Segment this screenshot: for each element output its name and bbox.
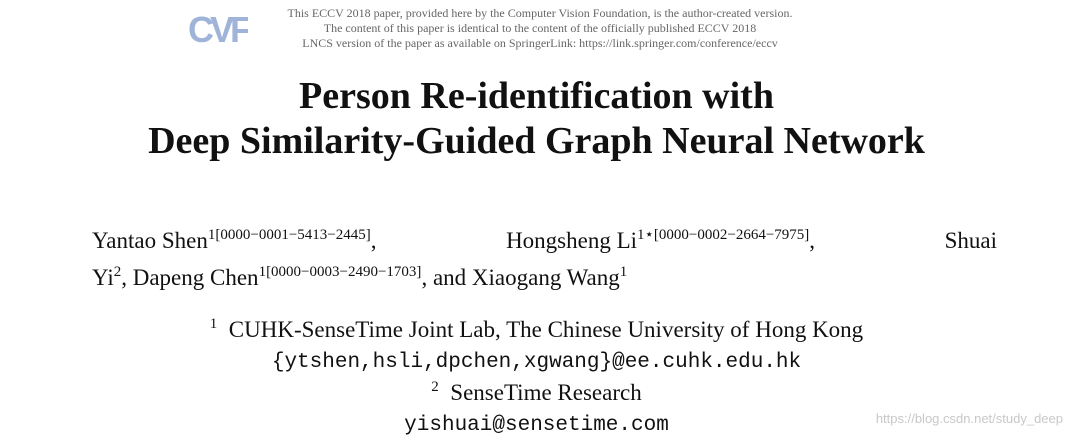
paper-title: Person Re-identification with Deep Simil… <box>0 74 1073 164</box>
affil-num: 1 <box>209 316 218 332</box>
cvf-logo: CVF <box>188 6 248 50</box>
cvf-logo-icon: CVF <box>188 9 248 50</box>
affiliation-2: 2 SenseTime Research <box>0 378 1073 411</box>
affiliation-1: 1 CUHK-SenseTime Joint Lab, The Chinese … <box>0 315 1073 348</box>
author-name: Yi <box>92 265 114 290</box>
notice-line-1: This ECCV 2018 paper, provided here by t… <box>287 6 793 20</box>
author-shuai-first: Shuai <box>944 228 997 253</box>
affiliations: 1 CUHK-SenseTime Joint Lab, The Chinese … <box>0 315 1073 441</box>
author-orcid: 1[0000−0001−5413−2445] <box>207 227 371 243</box>
title-line-2: Deep Similarity-Guided Graph Neural Netw… <box>148 120 925 162</box>
affiliation-1-email: {ytshen,hsli,dpchen,xgwang}@ee.cuhk.edu.… <box>271 351 802 374</box>
author-name: Hongsheng Li <box>506 228 638 253</box>
author-affil-num: 1 <box>619 264 628 280</box>
author-shuai-yi: Yi2, <box>92 264 127 290</box>
notice-line-2: The content of this paper is identical t… <box>323 21 757 35</box>
author-dapeng-chen: Dapeng Chen1[0000−0003−2490−1703], <box>132 264 428 290</box>
author-name: Yantao Shen <box>92 228 208 253</box>
author-orcid: 1[0000−0003−2490−1703] <box>258 264 422 280</box>
author-affil-num: 2 <box>113 264 122 280</box>
title-line-1: Person Re-identification with <box>299 75 774 117</box>
author-xiaogang-wang: Xiaogang Wang1 <box>471 264 628 290</box>
watermark: https://blog.csdn.net/study_deep <box>875 411 1063 426</box>
notice-line-3: LNCS version of the paper as available o… <box>302 36 778 50</box>
author-yantao-shen: Yantao Shen1[0000−0001−5413−2445], <box>92 227 377 253</box>
author-name: Xiaogang Wang <box>471 265 620 290</box>
affil-num: 2 <box>431 379 439 395</box>
affil-text: SenseTime Research <box>450 380 642 405</box>
eccv-notice: This ECCV 2018 paper, provided here by t… <box>250 6 830 51</box>
cvf-logo-text: CVF <box>188 9 248 50</box>
affiliation-2-email: yishuai@sensetime.com <box>404 414 669 437</box>
author-hongsheng-li: Hongsheng Li1⋆[0000−0002−2664−7975], <box>506 227 816 253</box>
author-list: Yantao Shen1[0000−0001−5413−2445], Hongs… <box>92 224 997 298</box>
author-name: Dapeng Chen <box>132 265 259 290</box>
author-orcid: 1⋆[0000−0002−2664−7975] <box>637 227 810 243</box>
affil-text: CUHK-SenseTime Joint Lab, The Chinese Un… <box>228 317 864 342</box>
author-and: and <box>432 265 467 290</box>
